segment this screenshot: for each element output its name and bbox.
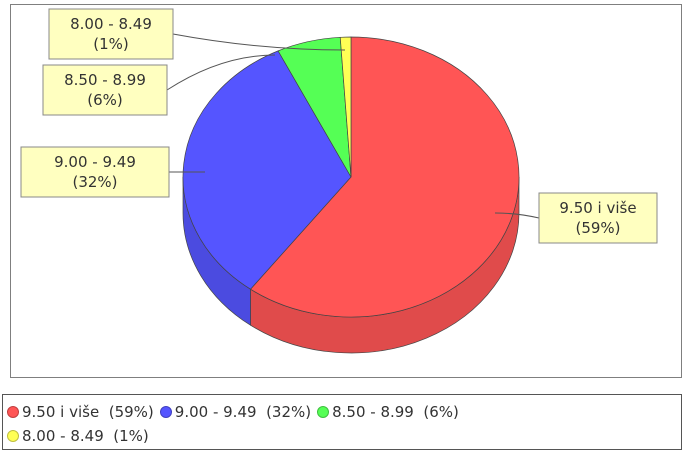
legend-swatch-red — [7, 406, 19, 418]
legend-row-1: 9.50 i više (59%) 9.00 - 9.49 (32%) 8.50… — [7, 400, 677, 424]
slice-label-percent: (59%) — [575, 219, 620, 237]
plot-area: 9.50 i više (59%) 9.00 - 9.49 (32%) 8.50 - 8… — [10, 4, 682, 378]
legend: 9.50 i više (59%) 9.00 - 9.49 (32%) 8.50… — [2, 394, 682, 450]
slice-label-percent: (32%) — [72, 173, 117, 191]
legend-label: 8.50 - 8.99 (6%) — [332, 403, 459, 421]
legend-item-8-00-8-49: 8.00 - 8.49 (1%) — [7, 427, 149, 445]
slice-label-range: 9.50 i više — [559, 199, 636, 217]
legend-label: 8.00 - 8.49 (1%) — [22, 427, 149, 445]
label-leader-line — [172, 33, 346, 51]
legend-item-8-50-8-99: 8.50 - 8.99 (6%) — [317, 403, 459, 421]
legend-label: 9.50 i više (59%) — [22, 403, 154, 421]
pie-slice-3 — [339, 36, 352, 178]
slice-label-box — [48, 8, 174, 60]
pie-slice-1 — [182, 50, 352, 290]
legend-label: 9.00 - 9.49 (32%) — [174, 403, 312, 421]
slice-label-percent: (6%) — [87, 91, 123, 109]
slice-label-range: 8.00 - 8.49 — [70, 15, 152, 33]
legend-item-9-00-9-49: 9.00 - 9.49 (32%) — [159, 403, 312, 421]
label-leader-line — [166, 54, 276, 91]
pie-slice-0 — [249, 36, 520, 318]
pie-chart: 9.50 i više (59%) 9.00 - 9.49 (32%) 8.50 - 8… — [20, 8, 658, 354]
slice-label-box — [20, 146, 170, 198]
legend-swatch-green — [317, 406, 330, 418]
slice-label-box — [42, 64, 168, 116]
slice-label-percent: (1%) — [93, 35, 129, 53]
label-leader-line — [494, 212, 540, 219]
legend-swatch-blue — [159, 406, 172, 418]
legend-item-9-50-plus: 9.50 i više (59%) — [7, 403, 154, 421]
slice-label-box — [538, 192, 658, 244]
legend-row-2: 8.00 - 8.49 (1%) — [7, 424, 677, 448]
slice-label-range: 8.50 - 8.99 — [64, 71, 146, 89]
legend-swatch-yellow — [7, 430, 19, 442]
slice-label-range: 9.00 - 9.49 — [54, 153, 136, 171]
